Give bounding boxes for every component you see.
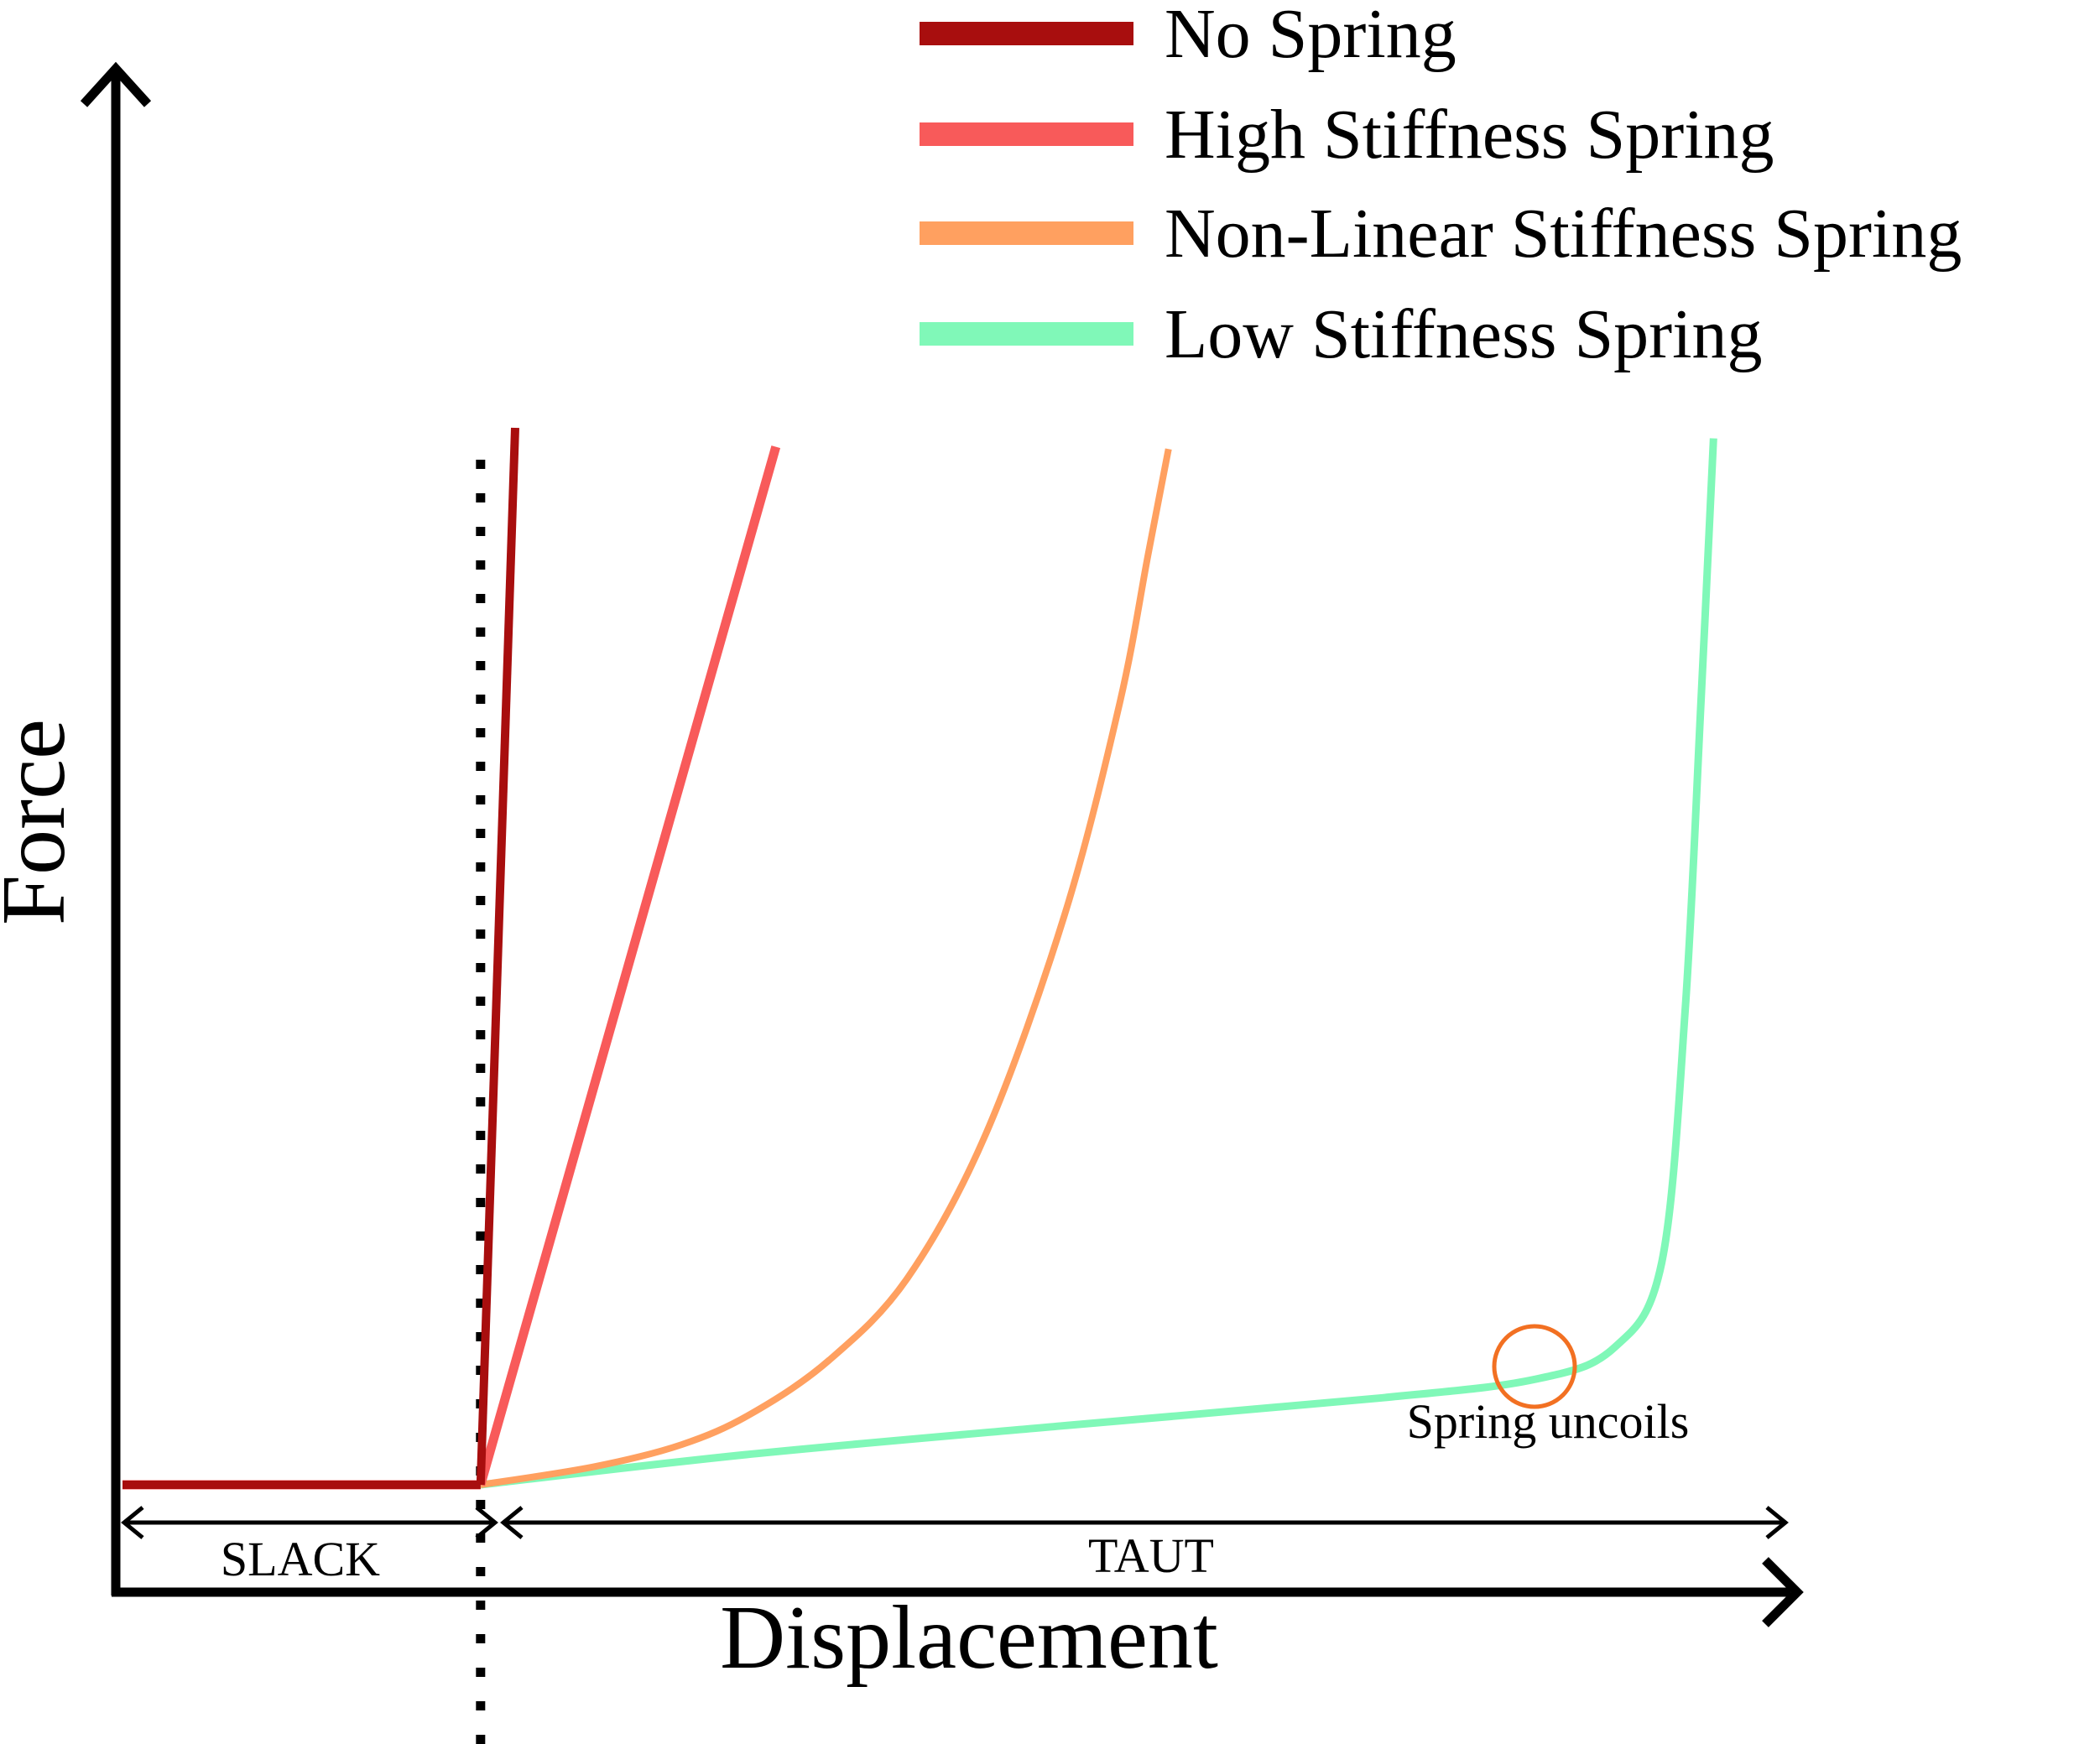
series-high-stiffness-spring-line bbox=[476, 445, 781, 1486]
region-arrow-taut-left-head bbox=[500, 1506, 524, 1539]
series-low-stiffness-spring-line bbox=[480, 438, 1717, 1489]
region-arrow-slack-left-head bbox=[121, 1506, 144, 1539]
y-axis-label: Force bbox=[0, 719, 84, 925]
legend-swatch-no-spring bbox=[920, 22, 1133, 45]
annotation-label: Spring uncoils bbox=[1407, 1394, 1690, 1449]
legend-label-low-stiffness-spring: Low Stiffness Spring bbox=[1165, 295, 1762, 373]
region-label-slack: SLACK bbox=[221, 1532, 380, 1586]
y-axis-arrowhead bbox=[80, 61, 152, 107]
series-lines bbox=[122, 427, 1717, 1490]
region-arrow-taut-right-head bbox=[1765, 1506, 1789, 1539]
legend-label-high-stiffness-spring: High Stiffness Spring bbox=[1165, 96, 1774, 174]
series-no-spring-line bbox=[476, 427, 519, 1486]
axes bbox=[80, 61, 1804, 1627]
legend: No Spring High Stiffness Spring Non-Linear… bbox=[920, 0, 1962, 373]
legend-label-non-linear-stiffness-spring: Non-Linear Stiffness Spring bbox=[1165, 195, 1962, 273]
legend-label-no-spring: No Spring bbox=[1165, 0, 1456, 73]
legend-swatch-high-stiffness-spring bbox=[920, 122, 1133, 146]
series-non-linear-stiffness-spring-line bbox=[480, 448, 1172, 1488]
x-axis-label: Displacement bbox=[720, 1588, 1218, 1688]
region-arrow-slack-right-head bbox=[475, 1506, 498, 1539]
x-axis-arrowhead bbox=[1762, 1557, 1804, 1627]
spring-uncoils-circle-marker bbox=[1492, 1324, 1577, 1409]
legend-swatch-non-linear-stiffness-spring bbox=[920, 221, 1133, 245]
region-arrows bbox=[121, 1506, 1789, 1539]
region-label-taut: TAUT bbox=[1088, 1528, 1214, 1583]
annotation-marker bbox=[1492, 1324, 1577, 1409]
legend-swatch-low-stiffness-spring bbox=[920, 322, 1133, 346]
